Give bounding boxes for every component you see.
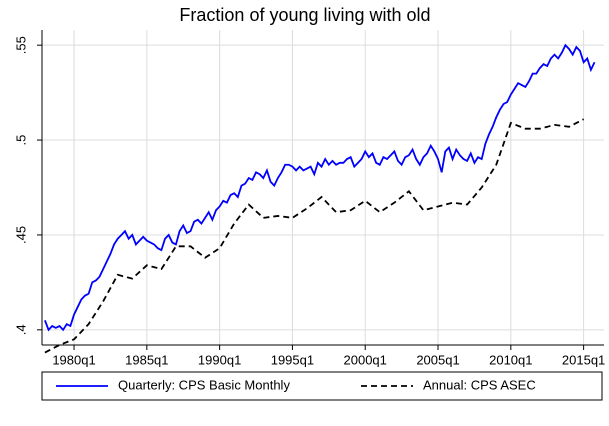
legend-label: Quarterly: CPS Basic Monthly	[118, 377, 290, 392]
x-tick-label: 1990q1	[198, 352, 241, 367]
chart-title: Fraction of young living with old	[179, 5, 430, 25]
x-tick-label: 2015q1	[562, 352, 605, 367]
y-tick-label: .45	[13, 226, 28, 244]
legend-box	[41, 371, 603, 401]
y-tick-label: .55	[13, 36, 28, 54]
x-tick-label: 2000q1	[344, 352, 387, 367]
y-tick-label: .5	[13, 135, 28, 146]
x-tick-label: 2010q1	[489, 352, 532, 367]
series-line	[44, 118, 585, 354]
x-tick-label: 2005q1	[416, 352, 459, 367]
y-tick-label: .4	[13, 324, 28, 335]
legend-label: Annual: CPS ASEC	[423, 377, 536, 392]
x-tick-label: 1980q1	[52, 352, 95, 367]
x-tick-label: 1985q1	[125, 352, 168, 367]
series-line	[44, 43, 596, 332]
x-tick-label: 1995q1	[271, 352, 314, 367]
